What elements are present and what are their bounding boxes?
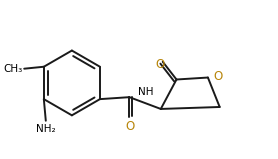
Text: O: O xyxy=(155,58,164,71)
Text: NH₂: NH₂ xyxy=(36,124,56,134)
Text: O: O xyxy=(214,70,223,83)
Text: NH: NH xyxy=(138,87,154,97)
Text: O: O xyxy=(126,120,135,133)
Text: CH₃: CH₃ xyxy=(3,64,22,74)
